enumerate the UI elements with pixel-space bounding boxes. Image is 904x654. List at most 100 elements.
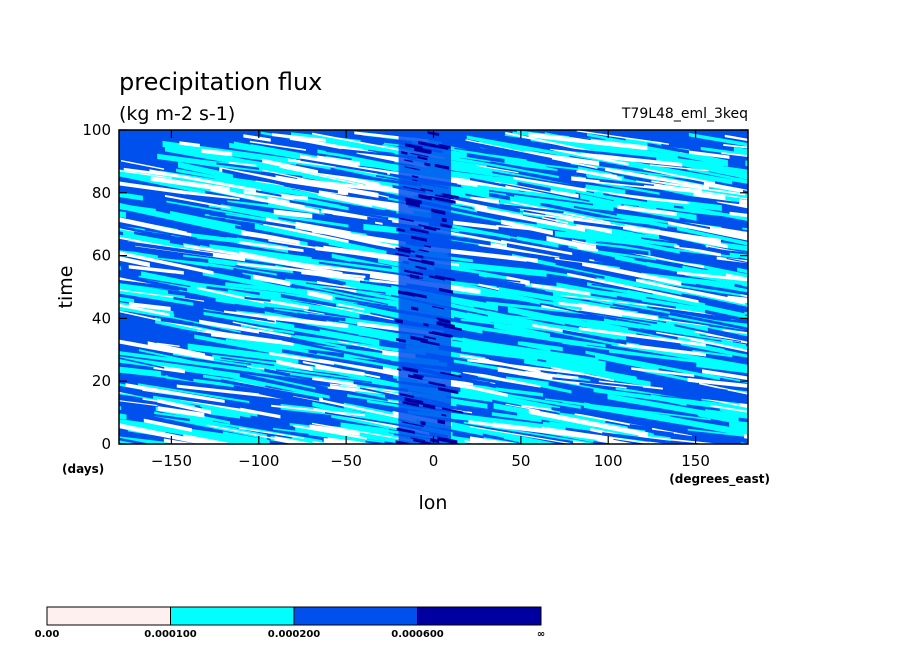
cyan-streak <box>742 227 748 233</box>
blue-streak <box>659 234 706 249</box>
light-streak <box>296 394 417 423</box>
cyan-streak <box>478 314 642 351</box>
light-streak <box>679 149 730 159</box>
cyan-streak <box>585 184 626 196</box>
cyan-streak <box>806 404 904 429</box>
blue-streak <box>745 344 748 347</box>
dark-streak <box>410 437 426 442</box>
cyan-streak <box>486 301 610 317</box>
cyan-streak <box>254 223 387 257</box>
blue-streak <box>732 355 748 361</box>
y-tick-label: 40 <box>92 309 111 327</box>
light-streak <box>232 321 273 332</box>
blue-streak <box>294 324 320 332</box>
x-tick-label: 100 <box>594 452 623 470</box>
light-streak <box>560 294 651 307</box>
light-streak <box>326 193 409 209</box>
light-streak <box>796 328 821 334</box>
cyan-streak <box>796 297 904 322</box>
blue-streak <box>330 214 376 225</box>
light-streak <box>765 255 850 270</box>
dark-streak <box>397 443 399 444</box>
cyan-streak <box>521 313 565 326</box>
blue-streak <box>679 244 748 255</box>
blue-streak <box>469 177 506 187</box>
blue-streak <box>264 368 291 377</box>
light-streak <box>478 241 552 257</box>
light-streak <box>524 150 600 167</box>
dark-streak <box>437 419 446 425</box>
cyan-streak <box>762 220 830 238</box>
light-streak <box>128 302 171 312</box>
blue-streak <box>216 162 260 170</box>
light-streak <box>119 339 214 361</box>
cyan-streak <box>728 285 748 296</box>
dark-streak <box>436 321 455 329</box>
light-streak <box>727 135 748 141</box>
dark-streak <box>410 335 428 343</box>
cyan-streak <box>227 289 360 319</box>
light-streak <box>119 310 230 337</box>
blue-streak <box>782 433 805 440</box>
y-tick-label: 20 <box>92 372 111 390</box>
blue-streak <box>658 315 748 333</box>
light-streak <box>423 246 538 263</box>
cyan-streak <box>183 240 312 263</box>
dark-streak <box>398 217 414 222</box>
cyan-streak <box>554 230 643 247</box>
blue-streak <box>610 306 665 315</box>
light-streak <box>617 205 677 216</box>
blue-streak <box>656 207 700 216</box>
cyan-streak <box>661 442 671 444</box>
cyan-streak <box>222 431 270 444</box>
light-streak <box>782 390 840 405</box>
cyan-streak <box>532 197 614 212</box>
light-streak <box>687 377 748 388</box>
blue-streak <box>799 253 868 269</box>
blue-streak <box>775 338 829 349</box>
dark-streak <box>415 254 424 259</box>
light-streak <box>608 193 688 205</box>
blue-streak <box>705 309 748 323</box>
cyan-streak <box>696 362 748 374</box>
dark-streak <box>411 175 419 179</box>
light-streak <box>651 180 746 196</box>
light-streak <box>624 224 728 249</box>
blue-streak <box>573 220 624 231</box>
cyan-streak <box>773 265 826 277</box>
cyan-streak <box>761 270 904 299</box>
cyan-streak <box>765 359 904 388</box>
cyan-streak <box>119 366 161 378</box>
blue-streak <box>119 198 143 206</box>
blue-streak <box>235 225 329 247</box>
cyan-streak <box>340 422 389 435</box>
cyan-streak <box>119 211 126 219</box>
light-streak <box>73 154 104 160</box>
light-streak <box>263 222 349 244</box>
x-tick-label: 150 <box>681 452 710 470</box>
dark-streak <box>404 269 423 276</box>
light-streak <box>528 408 648 438</box>
cyan-streak <box>753 309 866 333</box>
dark-streak <box>434 163 450 170</box>
light-streak <box>598 380 663 390</box>
light-streak <box>638 435 722 444</box>
blue-streak <box>602 432 694 444</box>
light-streak <box>767 268 788 273</box>
cyan-streak <box>119 406 122 413</box>
central-band <box>398 130 451 444</box>
cyan-streak <box>257 327 346 349</box>
cyan-streak <box>540 270 582 279</box>
light-streak <box>142 398 176 405</box>
blue-streak <box>73 363 103 370</box>
cyan-streak <box>757 242 823 257</box>
light-streak <box>755 339 878 363</box>
colorbar-label: 0.000600 <box>391 629 444 640</box>
light-streak <box>580 152 683 167</box>
cyan-streak <box>524 358 629 381</box>
light-streak <box>803 163 850 170</box>
light-streak <box>784 299 842 312</box>
blue-streak <box>648 215 710 230</box>
cyan-streak <box>208 203 349 228</box>
blue-streak <box>540 302 616 321</box>
